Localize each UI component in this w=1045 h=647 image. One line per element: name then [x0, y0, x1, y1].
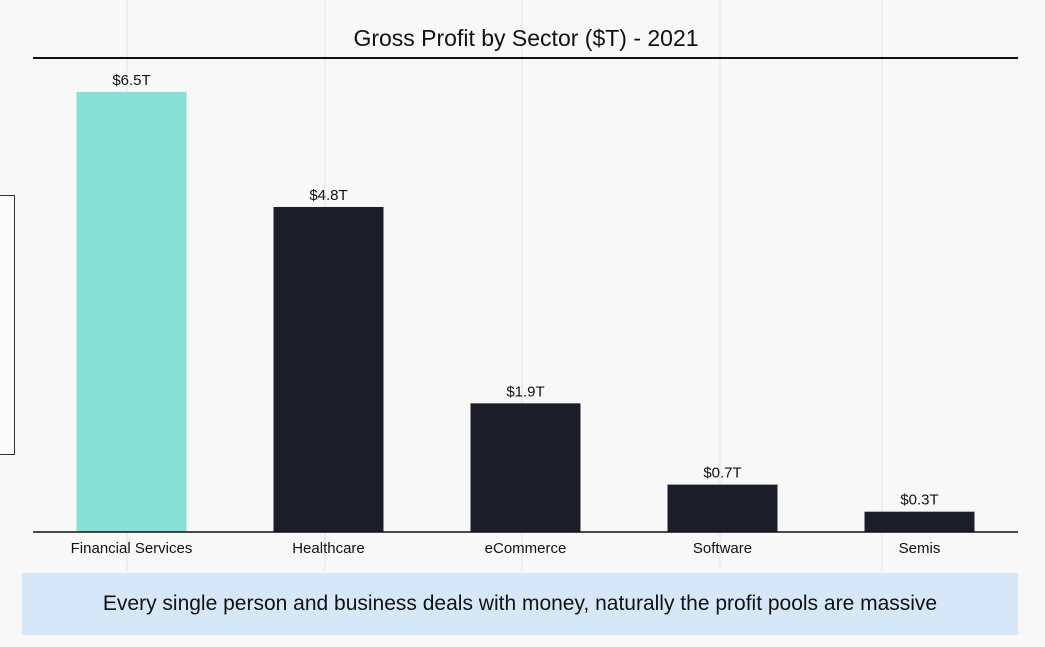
bar-ecommerce	[470, 403, 581, 532]
bar-chart: Gross Profit by Sector ($T) - 2021 $6.5T…	[33, 0, 1018, 570]
data-labels: $6.5T $4.8T $1.9T $0.7T $0.3T	[112, 72, 938, 509]
data-label: $6.5T	[112, 72, 150, 89]
bar-financial-services	[76, 91, 187, 532]
x-tick-labels: Financial Services Healthcare eCommerce Sof…	[71, 540, 941, 557]
x-tick-label: Healthcare	[292, 540, 365, 557]
x-tick-label: Semis	[899, 540, 941, 557]
caption-text: Every single person and business deals w…	[102, 592, 938, 615]
chart-title: Gross Profit by Sector ($T) - 2021	[353, 25, 698, 51]
bar-software	[667, 484, 778, 532]
bars	[76, 91, 975, 532]
bar-semis	[864, 511, 975, 532]
data-label: $0.7T	[703, 465, 741, 482]
x-tick-label: eCommerce	[485, 540, 567, 557]
data-label: $4.8T	[309, 187, 347, 204]
data-label: $0.3T	[900, 492, 938, 509]
x-tick-label: Software	[693, 540, 752, 557]
side-panel-edge	[0, 195, 15, 455]
x-tick-label: Financial Services	[71, 540, 193, 557]
caption-box: Every single person and business deals w…	[22, 573, 1018, 635]
bar-healthcare	[273, 206, 384, 532]
data-label: $1.9T	[506, 383, 544, 400]
